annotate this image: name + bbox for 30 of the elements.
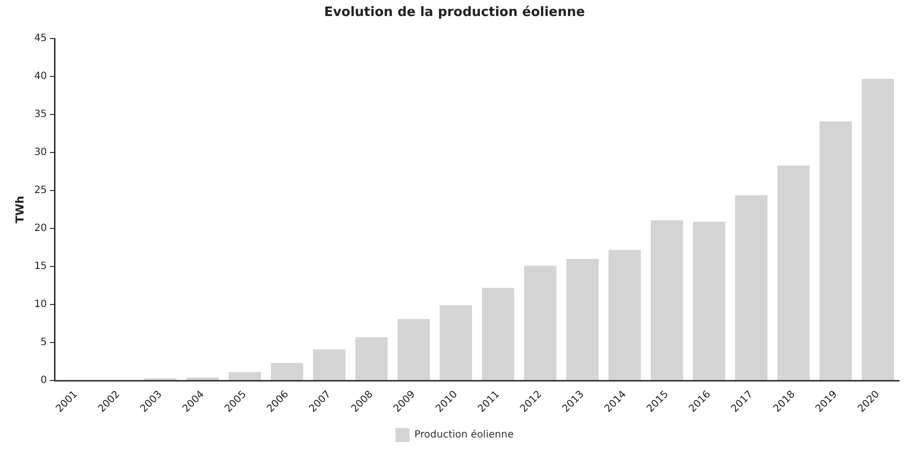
y-tick-label: 0 [40, 375, 47, 386]
bar [313, 349, 346, 380]
bar [398, 318, 430, 380]
bar [270, 363, 304, 380]
bar [440, 305, 472, 380]
y-tick-label: 15 [34, 261, 47, 272]
legend-label: Production éolienne [414, 430, 514, 441]
bar [355, 337, 388, 380]
bar [735, 195, 768, 380]
bar [186, 377, 219, 380]
y-axis-title: TWh [13, 196, 26, 224]
y-tick-label: 5 [40, 337, 47, 348]
bar [228, 372, 261, 380]
y-tick-label: 30 [34, 147, 47, 158]
y-tick-label: 45 [34, 33, 47, 44]
y-tick-label: 25 [34, 185, 47, 196]
bar [482, 288, 514, 380]
bar [650, 220, 684, 380]
bar [862, 78, 894, 380]
bar [692, 222, 726, 380]
y-tick-label: 20 [34, 223, 47, 234]
chart-title: Evolution de la production éolienne [324, 5, 586, 20]
bar [566, 258, 599, 380]
bar [524, 266, 556, 380]
bar [820, 121, 852, 380]
bar [608, 250, 641, 380]
y-tick-label: 35 [34, 109, 47, 120]
y-tick-label: 40 [34, 71, 47, 82]
bar [777, 165, 810, 380]
y-tick-label: 10 [34, 299, 47, 310]
